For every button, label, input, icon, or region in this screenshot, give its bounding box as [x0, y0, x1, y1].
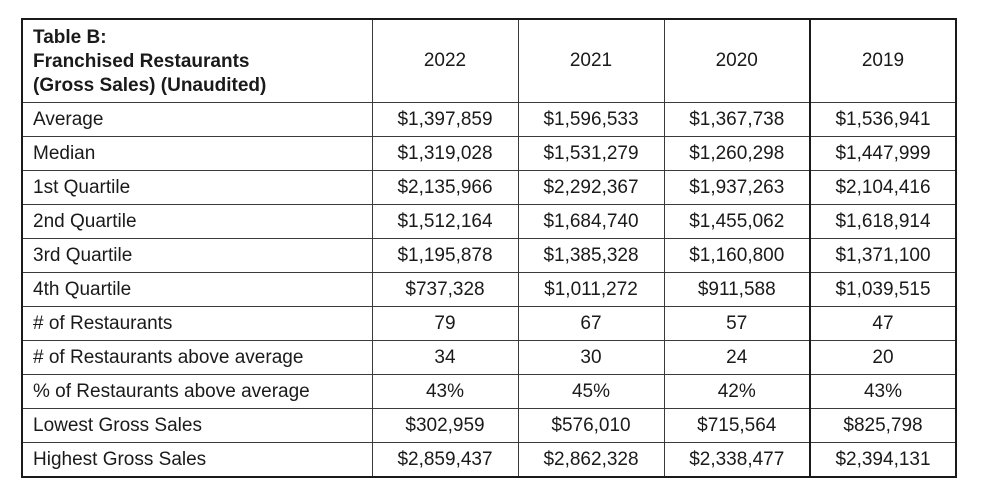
- year-header-2020: 2020: [663, 18, 811, 103]
- row-label: % of Restaurants above average: [21, 374, 373, 409]
- header-row: Table B: Franchised Restaurants (Gross S…: [21, 18, 957, 103]
- table-row: 1st Quartile $2,135,966 $2,292,367 $1,937,2…: [21, 170, 957, 205]
- row-label: Highest Gross Sales: [21, 442, 373, 478]
- table-title-line-3: (Gross Sales) (Unaudited): [33, 75, 267, 96]
- cell-value: $1,618,914: [809, 204, 957, 239]
- table-row: 4th Quartile $737,328 $1,011,272 $911,588 $1…: [21, 272, 957, 307]
- year-header-2022: 2022: [371, 18, 519, 103]
- cell-value: $1,319,028: [371, 136, 519, 171]
- cell-value: $1,455,062: [663, 204, 811, 239]
- cell-value: 30: [517, 340, 665, 375]
- cell-value: $2,104,416: [809, 170, 957, 205]
- cell-value: 57: [663, 306, 811, 341]
- cell-value: $302,959: [371, 408, 519, 443]
- cell-value: 43%: [809, 374, 957, 409]
- table-row: 2nd Quartile $1,512,164 $1,684,740 $1,455,0…: [21, 204, 957, 239]
- cell-value: $1,536,941: [809, 102, 957, 137]
- row-label: 2nd Quartile: [21, 204, 373, 239]
- cell-value: $2,292,367: [517, 170, 665, 205]
- row-label: Lowest Gross Sales: [21, 408, 373, 443]
- row-label: # of Restaurants: [21, 306, 373, 341]
- row-label: 4th Quartile: [21, 272, 373, 307]
- cell-value: $2,862,328: [517, 442, 665, 478]
- cell-value: 67: [517, 306, 665, 341]
- cell-value: $1,367,738: [663, 102, 811, 137]
- cell-value: $1,596,533: [517, 102, 665, 137]
- cell-value: 42%: [663, 374, 811, 409]
- table-row: 3rd Quartile $1,195,878 $1,385,328 $1,160,8…: [21, 238, 957, 273]
- cell-value: $1,937,263: [663, 170, 811, 205]
- table-body: Average $1,397,859 $1,596,533 $1,367,738 $1,…: [21, 102, 957, 478]
- cell-value: $911,588: [663, 272, 811, 307]
- cell-value: $1,531,279: [517, 136, 665, 171]
- cell-value: $1,684,740: [517, 204, 665, 239]
- table-title-line-2: Franchised Restaurants: [33, 51, 250, 72]
- cell-value: $825,798: [809, 408, 957, 443]
- cell-value: 47: [809, 306, 957, 341]
- table-header: Table B: Franchised Restaurants (Gross S…: [21, 18, 957, 103]
- row-label: 3rd Quartile: [21, 238, 373, 273]
- cell-value: $2,338,477: [663, 442, 811, 478]
- cell-value: 20: [809, 340, 957, 375]
- table-row: # of Restaurants 79 67 57 47: [21, 306, 957, 341]
- document-page: Table B: Franchised Restaurants (Gross S…: [21, 18, 957, 478]
- year-header-2021: 2021: [517, 18, 665, 103]
- row-label: # of Restaurants above average: [21, 340, 373, 375]
- table-title: Table B: Franchised Restaurants (Gross S…: [21, 18, 373, 103]
- cell-value: $1,447,999: [809, 136, 957, 171]
- table-row: Median $1,319,028 $1,531,279 $1,260,298 $1,4…: [21, 136, 957, 171]
- table-row: % of Restaurants above average 43% 45% 42% 4…: [21, 374, 957, 409]
- cell-value: $1,397,859: [371, 102, 519, 137]
- cell-value: $1,260,298: [663, 136, 811, 171]
- row-label: Median: [21, 136, 373, 171]
- table-row: Average $1,397,859 $1,596,533 $1,367,738 $1,…: [21, 102, 957, 137]
- cell-value: $2,859,437: [371, 442, 519, 478]
- cell-value: $2,394,131: [809, 442, 957, 478]
- cell-value: $1,195,878: [371, 238, 519, 273]
- row-label: 1st Quartile: [21, 170, 373, 205]
- row-label: Average: [21, 102, 373, 137]
- cell-value: 79: [371, 306, 519, 341]
- cell-value: $1,385,328: [517, 238, 665, 273]
- cell-value: $737,328: [371, 272, 519, 307]
- table-row: # of Restaurants above average 34 30 24 20: [21, 340, 957, 375]
- cell-value: 24: [663, 340, 811, 375]
- cell-value: 43%: [371, 374, 519, 409]
- cell-value: $1,371,100: [809, 238, 957, 273]
- year-header-2019: 2019: [809, 18, 957, 103]
- franchised-restaurants-table: Table B: Franchised Restaurants (Gross S…: [21, 18, 957, 478]
- cell-value: $576,010: [517, 408, 665, 443]
- table-row: Lowest Gross Sales $302,959 $576,010 $715,5…: [21, 408, 957, 443]
- cell-value: 34: [371, 340, 519, 375]
- cell-value: $715,564: [663, 408, 811, 443]
- cell-value: $2,135,966: [371, 170, 519, 205]
- cell-value: 45%: [517, 374, 665, 409]
- cell-value: $1,039,515: [809, 272, 957, 307]
- cell-value: $1,512,164: [371, 204, 519, 239]
- cell-value: $1,160,800: [663, 238, 811, 273]
- table-title-line-1: Table B:: [33, 27, 107, 48]
- cell-value: $1,011,272: [517, 272, 665, 307]
- table-row: Highest Gross Sales $2,859,437 $2,862,328 $…: [21, 442, 957, 478]
